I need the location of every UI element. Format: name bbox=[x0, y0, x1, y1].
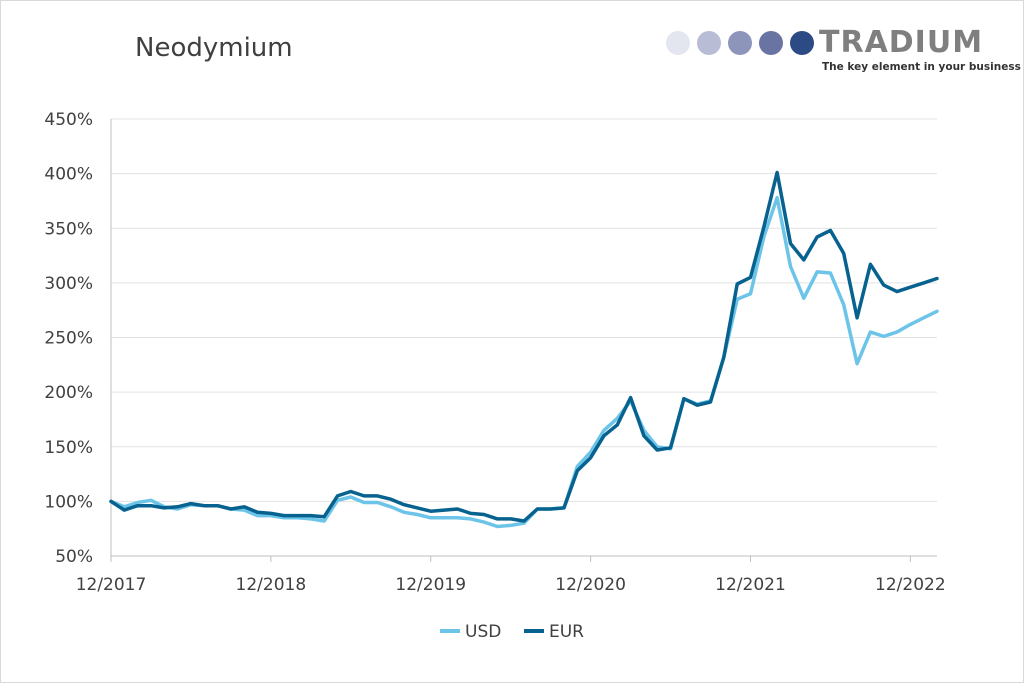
grid-lines bbox=[111, 118, 937, 502]
brand-name: TRADIUM bbox=[819, 25, 983, 60]
series-lines bbox=[109, 170, 939, 529]
brand-dots bbox=[666, 31, 814, 55]
legend-label-eur: EUR bbox=[549, 622, 584, 642]
brand-dot bbox=[790, 31, 814, 55]
y-tick-label: 300% bbox=[44, 274, 93, 294]
x-tick-label: 12/2018 bbox=[236, 575, 307, 595]
brand-dot bbox=[697, 31, 721, 55]
x-tick-label: 12/2019 bbox=[395, 575, 466, 595]
y-tick-label: 400% bbox=[44, 165, 93, 185]
y-tick-label: 250% bbox=[44, 329, 93, 349]
y-axis-ticks: 50% 100% 150% 200% 250% 300% 350% 400% 450% bbox=[44, 110, 93, 567]
x-tick-label: 12/2022 bbox=[875, 575, 946, 595]
series-line-eur bbox=[109, 170, 939, 523]
chart-title: Neodymium bbox=[135, 33, 293, 63]
brand-dot bbox=[728, 31, 752, 55]
brand-dot bbox=[759, 31, 783, 55]
y-tick-label: 350% bbox=[44, 219, 93, 239]
x-axis: 12/2017 12/2018 12/2019 12/2020 12/2021 12/20… bbox=[76, 119, 946, 595]
legend-label-usd: USD bbox=[465, 622, 501, 642]
series-line-usd bbox=[109, 195, 939, 529]
brand-dot bbox=[666, 31, 690, 55]
x-tick-label: 12/2017 bbox=[76, 575, 147, 595]
tradium-logo: TRADIUM The key element in your business bbox=[666, 25, 1021, 73]
y-tick-label: 150% bbox=[44, 438, 93, 458]
y-tick-label: 200% bbox=[44, 383, 93, 403]
y-tick-label: 450% bbox=[44, 110, 93, 130]
x-tick-label: 12/2020 bbox=[555, 575, 626, 595]
brand-tagline: The key element in your business bbox=[822, 61, 1021, 73]
y-tick-label: 50% bbox=[55, 547, 93, 567]
y-tick-label: 100% bbox=[44, 492, 93, 512]
legend: USD EUR bbox=[440, 622, 584, 642]
x-tick-label: 12/2021 bbox=[715, 575, 786, 595]
